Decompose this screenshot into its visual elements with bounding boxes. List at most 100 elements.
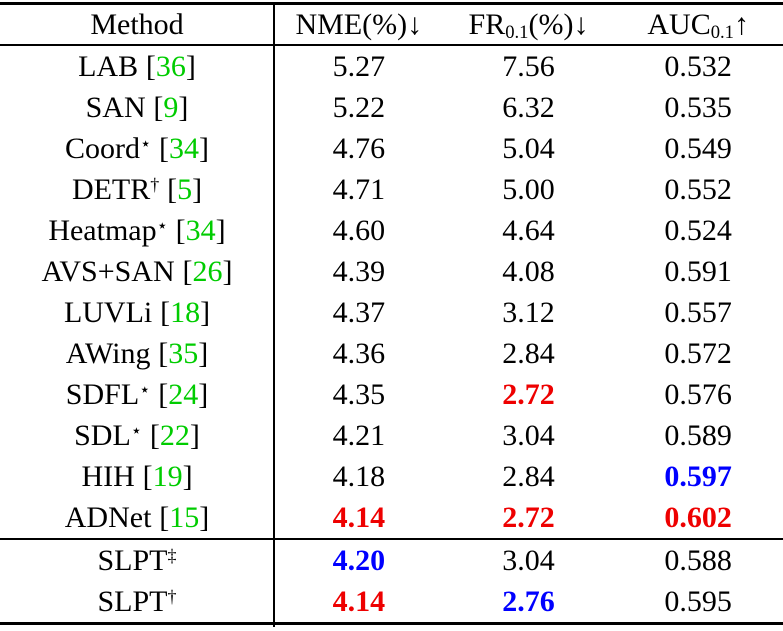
fr-value: 5.04: [502, 132, 555, 165]
citation-number: 22: [159, 419, 190, 452]
citation: [9]: [153, 91, 188, 124]
fr-cell: 7.56: [444, 46, 614, 87]
citation-number: 5: [177, 173, 193, 206]
method-name: AVS+SAN: [41, 255, 175, 288]
auc-cell: 0.597: [613, 456, 783, 497]
auc-cell: 0.591: [613, 251, 783, 292]
citation-number: 35: [168, 337, 199, 370]
auc-value: 0.595: [664, 585, 732, 618]
nme-cell: 4.37: [274, 292, 444, 333]
fr-value-best: 2.72: [502, 501, 555, 534]
star-superscript: ⋆: [139, 133, 152, 154]
citation: [18]: [160, 296, 210, 329]
nme-cell: 4.76: [274, 128, 444, 169]
table-row: DETR† [5] 4.71 5.00 0.552: [0, 169, 783, 210]
table-row: ADNet [15] 4.14 2.72 0.602: [0, 497, 783, 538]
nme-value: 5.27: [332, 50, 386, 83]
table-row: SLPT† 4.14 2.76 0.595: [0, 581, 783, 622]
nme-value: 4.71: [332, 173, 386, 206]
nme-value: 4.76: [332, 132, 386, 165]
header-auc-label: AUC: [647, 8, 711, 41]
double-dagger-superscript: ‡: [167, 545, 177, 566]
fr-cell: 6.32: [444, 87, 614, 128]
citation: [34]: [159, 132, 209, 165]
citation-number: 24: [168, 378, 199, 411]
method-cell: LUVLi [18]: [0, 292, 274, 333]
bracket: [: [167, 173, 178, 206]
table-row: SLPT‡ 4.20 3.04 0.588: [0, 540, 783, 581]
bracket: ]: [178, 91, 189, 124]
fr-value: 3.04: [502, 419, 555, 452]
citation: [15]: [159, 501, 209, 534]
citation-number: 34: [169, 132, 200, 165]
fr-value: 7.56: [502, 50, 555, 83]
citation-number: 9: [163, 91, 179, 124]
citation-number: 34: [185, 214, 216, 247]
dagger-superscript: †: [167, 586, 177, 607]
table-row: SDFL⋆ [24] 4.35 2.72 0.576: [0, 374, 783, 415]
nme-cell: 4.71: [274, 169, 444, 210]
table-row: LUVLi [18] 4.37 3.12 0.557: [0, 292, 783, 333]
bracket: [: [145, 50, 156, 83]
column-divider-line: [273, 2, 275, 627]
nme-value: 4.36: [332, 337, 386, 370]
nme-cell: 4.39: [274, 251, 444, 292]
nme-value: 4.18: [332, 460, 386, 493]
auc-cell: 0.549: [613, 128, 783, 169]
nme-cell: 4.35: [274, 374, 444, 415]
bracket: [: [149, 419, 160, 452]
bracket: ]: [215, 214, 226, 247]
fr-value-best: 2.72: [502, 378, 555, 411]
method-cell: Coord⋆ [34]: [0, 128, 274, 169]
bracket: ]: [199, 501, 210, 534]
fr-value: 2.84: [502, 337, 555, 370]
header-method: Method: [0, 5, 274, 44]
auc-cell: 0.576: [613, 374, 783, 415]
method-name: LAB: [78, 50, 139, 83]
nme-value: 4.35: [332, 378, 386, 411]
up-arrow-icon: ↑: [733, 8, 749, 41]
citation: [34]: [176, 214, 226, 247]
method-cell: SAN [9]: [0, 87, 274, 128]
nme-value: 4.60: [332, 214, 386, 247]
auc-cell: 0.532: [613, 46, 783, 87]
auc-value: 0.552: [664, 173, 732, 206]
method-name: SDL: [74, 419, 131, 452]
method-cell: HIH [19]: [0, 456, 274, 497]
method-cell: SDL⋆ [22]: [0, 415, 274, 456]
auc-value: 0.549: [664, 132, 732, 165]
bracket: ]: [222, 255, 233, 288]
nme-value-second-best: 4.20: [332, 544, 386, 577]
auc-cell: 0.524: [613, 210, 783, 251]
citation: [5]: [167, 173, 202, 206]
table-bottom-rule: [0, 622, 783, 625]
citation-number: 36: [155, 50, 186, 83]
method-name: SAN: [85, 91, 146, 124]
nme-cell: 4.36: [274, 333, 444, 374]
nme-cell: 5.27: [274, 46, 444, 87]
method-name: HIH: [81, 460, 135, 493]
method-name: ADNet: [64, 501, 152, 534]
citation-number: 18: [170, 296, 201, 329]
table-row: Coord⋆ [34] 4.76 5.04 0.549: [0, 128, 783, 169]
nme-cell: 4.14: [274, 497, 444, 538]
header-fr-unit: (%): [528, 8, 574, 41]
table-row: Heatmap⋆ [34] 4.60 4.64 0.524: [0, 210, 783, 251]
nme-value-best: 4.14: [332, 501, 386, 534]
nme-value: 4.37: [332, 296, 386, 329]
method-name: Coord: [64, 132, 140, 165]
fr-cell: 2.72: [444, 374, 614, 415]
auc-value: 0.535: [664, 91, 732, 124]
auc-value-second-best: 0.597: [664, 460, 732, 493]
nme-cell: 4.20: [274, 540, 444, 581]
bracket: [: [159, 501, 170, 534]
fr-value: 5.00: [502, 173, 555, 206]
auc-value-best: 0.602: [664, 501, 732, 534]
table-row: HIH [19] 4.18 2.84 0.597: [0, 456, 783, 497]
table-row: SDL⋆ [22] 4.21 3.04 0.589: [0, 415, 783, 456]
table-row: AVS+SAN [26] 4.39 4.08 0.591: [0, 251, 783, 292]
auc-cell: 0.535: [613, 87, 783, 128]
header-fr: FR0.1(%)↓: [444, 5, 614, 44]
table-header-row: Method NME(%)↓ FR0.1(%)↓ AUC0.1↑: [0, 5, 783, 44]
